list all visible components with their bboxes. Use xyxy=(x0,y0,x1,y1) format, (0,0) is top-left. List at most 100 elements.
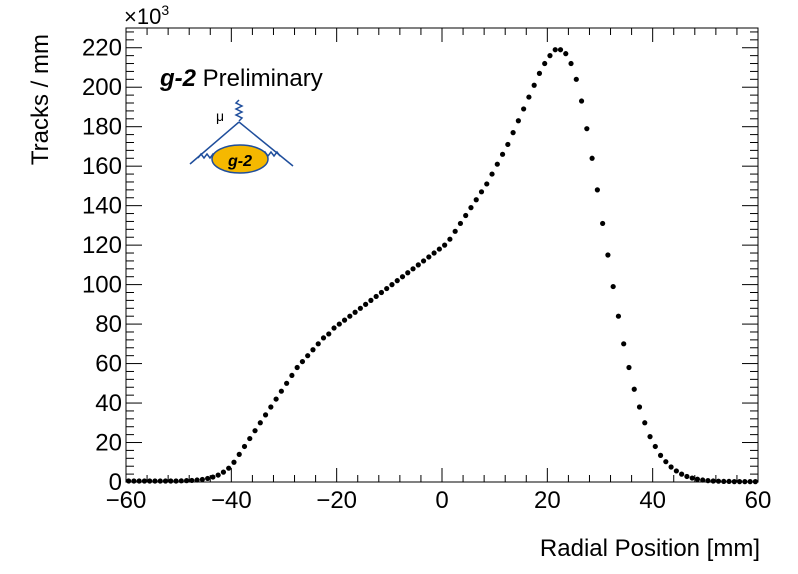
data-point xyxy=(473,197,479,203)
data-point xyxy=(694,476,701,482)
data-point xyxy=(220,469,227,475)
x-tick-label: 60 xyxy=(745,487,772,514)
x-tick-label: 20 xyxy=(534,487,561,514)
x-axis-label: Radial Position [mm] xyxy=(540,535,760,562)
data-point xyxy=(252,428,258,434)
x-tick-label: −20 xyxy=(316,487,357,514)
data-point xyxy=(236,451,242,457)
data-point xyxy=(378,289,385,296)
data-point xyxy=(173,478,179,484)
data-point xyxy=(215,472,221,478)
data-point xyxy=(747,479,753,485)
badge-italic: g-2 xyxy=(159,65,197,92)
data-point xyxy=(484,181,490,187)
data-point xyxy=(505,141,511,148)
data-point xyxy=(363,301,369,307)
data-point xyxy=(210,474,216,480)
data-point xyxy=(178,478,184,484)
data-point xyxy=(626,364,632,371)
data-point xyxy=(415,262,421,268)
axis-ticks xyxy=(125,28,759,483)
data-point xyxy=(705,478,711,484)
data-point xyxy=(289,372,295,379)
data-point xyxy=(642,420,648,426)
x-tick-label: 0 xyxy=(435,487,448,514)
data-point xyxy=(442,242,448,248)
data-point xyxy=(668,464,674,470)
y-tick-label: 220 xyxy=(82,35,122,62)
x-tick-label: −60 xyxy=(106,487,147,514)
data-point xyxy=(373,293,379,300)
data-point xyxy=(557,47,564,53)
data-point xyxy=(436,246,442,252)
logo-ellipse xyxy=(211,144,269,174)
data-point xyxy=(141,478,148,484)
y-tick-label: 40 xyxy=(95,390,122,417)
plot-frame xyxy=(125,27,759,483)
data-point xyxy=(584,126,590,132)
data-point xyxy=(131,478,137,484)
data-point xyxy=(621,341,627,347)
data-point xyxy=(489,171,495,177)
data-point xyxy=(394,278,400,284)
data-point xyxy=(663,459,669,465)
data-point xyxy=(563,51,569,57)
data-point xyxy=(615,313,622,319)
data-point xyxy=(357,305,363,311)
badge-text: Preliminary xyxy=(196,65,323,92)
y-tick-label: 60 xyxy=(95,351,122,378)
data-point xyxy=(199,476,205,483)
data-point xyxy=(636,404,643,410)
data-point xyxy=(299,358,306,365)
data-point xyxy=(752,479,758,485)
y-multiplier: ×103 xyxy=(124,2,169,29)
data-point xyxy=(389,282,395,288)
data-point xyxy=(352,309,358,315)
data-point xyxy=(183,478,190,484)
data-point xyxy=(742,479,748,485)
data-point xyxy=(573,76,579,82)
y-tick-labels: 0 20 40 60 80 100 120 140 160 180 200 220 xyxy=(82,35,122,496)
data-point xyxy=(305,353,311,359)
x-tick-label: 40 xyxy=(639,487,666,514)
x-tick-labels: −60 −40 −20 0 20 40 60 xyxy=(106,487,772,514)
data-point xyxy=(384,285,390,292)
data-point xyxy=(294,364,300,371)
y-tick-label: 80 xyxy=(95,311,122,338)
data-point xyxy=(721,478,727,485)
data-point xyxy=(726,478,732,485)
data-point xyxy=(284,380,290,386)
data-point xyxy=(578,98,585,104)
data-point xyxy=(715,478,722,484)
data-point xyxy=(452,228,458,234)
data-point xyxy=(257,420,263,426)
data-point xyxy=(652,443,658,450)
data-point xyxy=(126,478,132,484)
data-point xyxy=(231,459,237,465)
data-point xyxy=(368,297,374,303)
data-point xyxy=(710,478,716,484)
data-point xyxy=(673,468,679,474)
data-point xyxy=(679,471,685,477)
data-point xyxy=(278,388,284,394)
data-point xyxy=(515,118,521,124)
data-point xyxy=(568,60,574,67)
data-point xyxy=(463,212,469,219)
data-point xyxy=(594,187,600,193)
y-tick-label: 20 xyxy=(95,430,122,457)
data-point xyxy=(478,189,485,195)
y-multiplier-base: ×10 xyxy=(124,4,161,29)
g-2-logo: g-2 μ xyxy=(189,99,294,174)
data-point xyxy=(731,479,737,485)
data-point xyxy=(420,258,427,264)
y-tick-label: 200 xyxy=(82,74,122,101)
y-tick-label: 100 xyxy=(82,272,122,299)
x-tick-label: −40 xyxy=(211,487,252,514)
data-point xyxy=(610,283,616,290)
data-point xyxy=(147,478,153,484)
data-point xyxy=(205,475,211,482)
preliminary-badge: g-2 Preliminary xyxy=(159,65,323,92)
data-point xyxy=(194,477,200,483)
data-point xyxy=(531,82,537,88)
